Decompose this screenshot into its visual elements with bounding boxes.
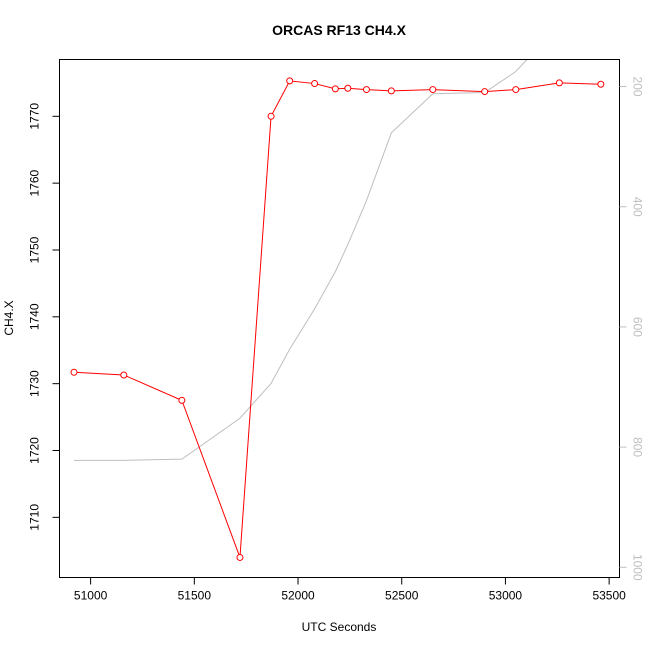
- ch4-data-point: [286, 77, 294, 85]
- ch4-data-point: [70, 368, 78, 376]
- ch4-data-point: [178, 396, 186, 404]
- x-tick-label: 53000: [489, 589, 523, 603]
- y-tick-label: 1760: [28, 169, 42, 196]
- x-tick-label: 52500: [385, 589, 419, 603]
- pressure-series-line: [74, 59, 528, 461]
- ch4-data-point: [362, 86, 370, 94]
- x-tick-label: 51500: [178, 589, 212, 603]
- ch4-data-point: [597, 80, 605, 88]
- y2-tick-label: 600: [631, 317, 645, 337]
- ch4-data-point: [120, 371, 128, 379]
- ch4-data-point: [311, 80, 319, 88]
- ch4-data-point: [236, 553, 244, 561]
- x-axis-label: UTC Seconds: [302, 620, 377, 634]
- ch4-data-point: [481, 88, 489, 96]
- y-tick-label: 1710: [28, 504, 42, 531]
- y2-tick-label: 800: [631, 437, 645, 457]
- y-tick-label: 1750: [28, 236, 42, 263]
- y2-axis: 200 400 600 800 1000: [619, 77, 645, 581]
- ch4-data-point: [387, 87, 395, 95]
- plot-area: [70, 59, 605, 561]
- ch4-series-line: [73, 80, 601, 558]
- ch4-data-point: [267, 112, 275, 120]
- y-axis-label: CH4.X: [2, 300, 16, 335]
- x-tick-label: 51000: [74, 589, 108, 603]
- ch4-data-point: [344, 84, 352, 92]
- y2-tick-label: 200: [631, 77, 645, 97]
- x-tick-label: 53500: [592, 589, 626, 603]
- x-axis: 51000 51500 52000 52500 53000 53500: [74, 577, 626, 603]
- x-tick-label: 52000: [281, 589, 315, 603]
- y-tick-label: 1720: [28, 437, 42, 464]
- y-tick-label: 1730: [28, 370, 42, 397]
- chart-title: ORCAS RF13 CH4.X: [272, 22, 406, 38]
- ch4-data-point: [331, 85, 339, 93]
- ch4-data-point: [512, 86, 520, 94]
- ch4-data-point: [429, 86, 437, 94]
- y-tick-label: 1770: [28, 103, 42, 130]
- plot-frame: [59, 59, 620, 578]
- y2-tick-label: 400: [631, 197, 645, 217]
- y2-tick-label: 1000: [631, 554, 645, 581]
- ch4-data-point: [555, 79, 563, 87]
- y-axis: 1710 1720 1730 1740 1750 1760 1770: [28, 103, 60, 531]
- y-tick-label: 1740: [28, 303, 42, 330]
